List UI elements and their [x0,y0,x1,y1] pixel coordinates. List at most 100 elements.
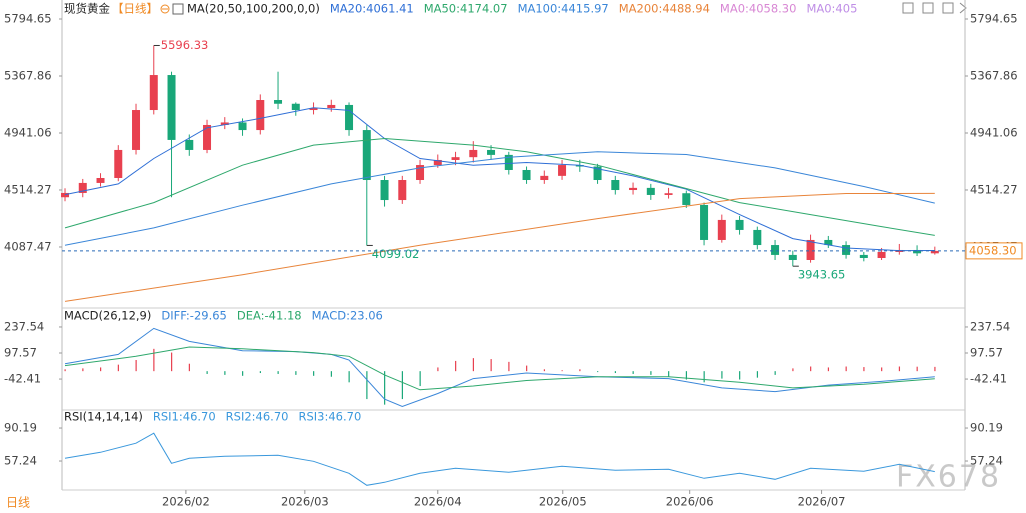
candle-body [753,229,762,246]
macd-bar [295,371,297,375]
panel-title: MACD(26,12,9) [64,309,151,323]
macd-bar [117,364,119,372]
y-tick-label: 4087.47 [4,239,52,253]
candle-body [859,254,868,258]
macd-bar [313,371,315,376]
last-price-label: 4058.30 [969,243,1017,257]
macd-bar [419,371,421,387]
icon[interactable] [902,2,914,14]
candle-body [682,193,691,205]
candle-body [558,165,567,176]
candle-body [469,149,478,158]
macd-bar [437,367,439,372]
x-tick-label: 2026/03 [281,495,329,509]
candle-body [700,204,709,240]
macd-bar [668,371,670,377]
candle-body [806,239,815,260]
candle-body [78,182,87,193]
legend-entry: MA100:4415.97 [518,2,609,16]
legend-entry: RSI3:46.70 [298,410,361,424]
macd-bar [100,367,102,372]
macd-bar [650,371,652,375]
icon[interactable] [959,2,967,14]
line [64,192,935,302]
x-tick-label: 2026/04 [414,495,462,509]
macd-bar [810,366,812,372]
y-tick-label: 4941.06 [4,125,52,139]
candle-body [540,175,549,181]
macd-bar [863,367,865,372]
macd-bar [259,371,261,374]
macd-bar [188,363,190,372]
y-tick-label: 57.24 [4,454,37,468]
macd-bar [366,371,368,400]
macd-bar [916,366,918,372]
hide-toggle[interactable] [160,4,170,14]
header-text: 【日线】 [112,2,158,16]
y-tick-label: 5367.86 [4,68,52,82]
line [64,327,935,408]
candle-body [398,180,407,201]
candle-body [611,180,620,191]
icon[interactable] [922,2,934,14]
macd-bar [774,371,776,375]
macd-bar [508,361,510,372]
period-button[interactable]: 日线 [6,496,30,510]
candle-body [132,110,141,150]
x-tick-label: 2026/07 [798,495,846,509]
macd-bar [845,366,847,372]
candle-body [575,165,584,167]
y-tick-label-right: 4514.27 [970,182,1018,196]
macd-bar [827,367,830,372]
line [64,151,935,246]
line [64,432,935,486]
candle-body [788,254,797,260]
indicator-label: MA(20,50,100,200,0,0) [187,2,320,16]
candle-body [61,192,70,198]
y-tick-label-right: 4941.06 [970,125,1018,139]
y-tick-label-right: 5367.86 [970,68,1018,82]
candle-body [362,130,371,181]
macd-bar [153,348,155,372]
candle-body [238,122,247,131]
last-price-box [965,242,1023,260]
candle-body [735,219,744,230]
header-text: 现货黄金 [64,2,110,16]
legend-entry: DEA:-41.18 [237,309,302,323]
macd-bar [330,371,332,377]
candle-body [327,104,336,109]
legend-entry: MA0:4058.30 [720,2,797,16]
candle-body [185,139,194,150]
macd-bar [721,371,723,379]
macd-bar [455,360,457,372]
macd-bar [384,371,386,405]
candle-body [629,187,638,191]
watermark: FX678 [896,460,1001,495]
candle-body [504,154,513,170]
macd-bar [898,366,901,372]
y-tick-label: 237.54 [4,319,44,333]
macd-bar [756,371,759,378]
macd-bar [206,371,208,374]
macd-bar [597,371,599,373]
candle-body [664,193,673,195]
macd-bar [401,371,403,400]
candle-body [220,122,229,125]
candle-body [309,108,318,111]
icon[interactable] [942,2,954,14]
candle-body [114,149,123,179]
legend-entry: RSI2:46.70 [226,410,289,424]
candle-body [256,100,265,131]
y-tick-label: 90.19 [4,421,37,435]
settings-icon[interactable] [172,3,184,15]
y-tick-label: 97.57 [4,346,37,360]
line [64,107,935,252]
legend-entry: DIFF:-29.65 [161,309,227,323]
candle-body [167,75,176,140]
legend-entry: RSI1:46.70 [153,410,216,424]
candle-body [877,251,886,258]
low-label: 3943.65 [798,268,846,282]
x-tick-label: 2026/06 [666,495,714,509]
macd-bar [703,371,705,383]
